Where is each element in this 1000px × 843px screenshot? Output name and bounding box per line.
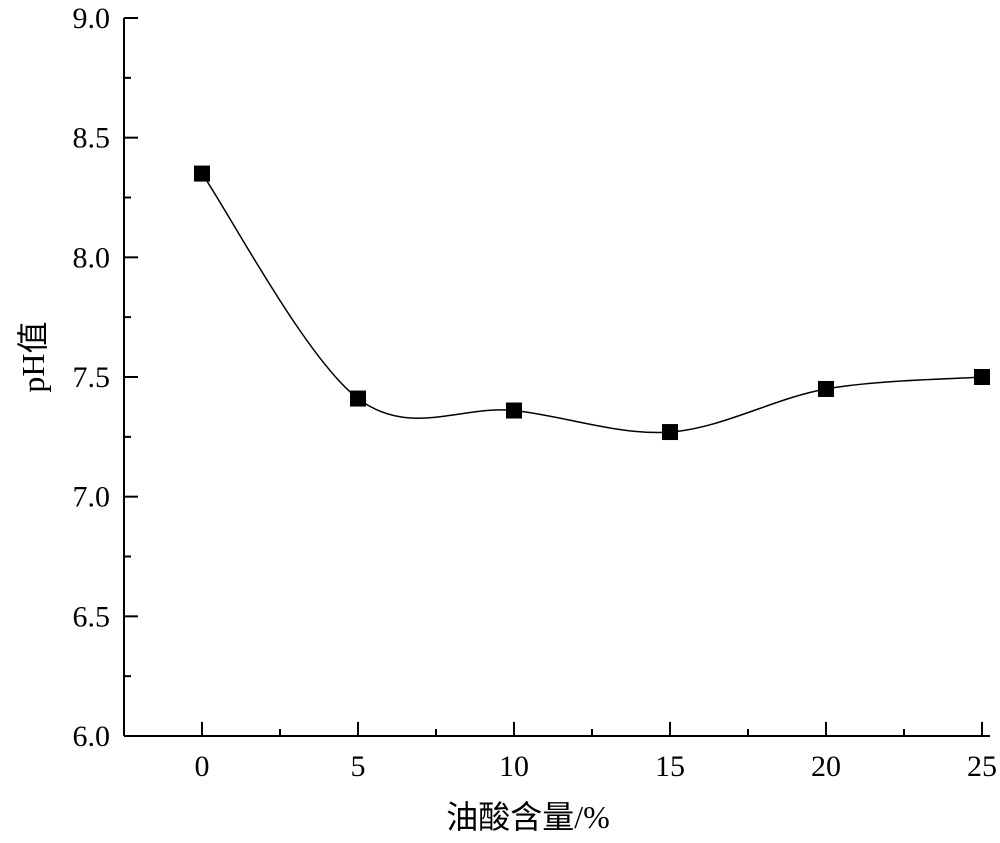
series-line xyxy=(201,173,983,434)
data-point-marker xyxy=(506,402,522,419)
y-ticks: 6.0 6.5 7.0 7.5 8.0 8.5 9.0 xyxy=(73,2,138,753)
y-tick-label: 6.0 xyxy=(73,720,111,753)
x-tick-label: 25 xyxy=(967,750,997,783)
x-tick-label: 10 xyxy=(499,750,529,783)
axes xyxy=(123,18,990,737)
x-tick-label: 20 xyxy=(811,750,841,783)
y-tick-label: 7.5 xyxy=(73,361,111,394)
data-point-marker xyxy=(662,424,678,441)
data-point-marker xyxy=(194,165,210,182)
x-tick-label: 15 xyxy=(655,750,685,783)
x-tick-label: 5 xyxy=(351,750,366,783)
y-axis-label: pH值 xyxy=(15,321,51,392)
data-point-marker xyxy=(350,390,366,407)
data-point-marker xyxy=(818,380,834,397)
x-tick-label: 0 xyxy=(195,750,210,783)
x-ticks: 0 5 10 15 20 25 xyxy=(195,722,997,783)
y-tick-label: 9.0 xyxy=(73,2,111,35)
data-point-marker xyxy=(974,369,990,385)
series xyxy=(194,165,990,441)
y-tick-label: 8.5 xyxy=(73,122,111,155)
y-tick-label: 6.5 xyxy=(73,600,111,633)
y-tick-label: 7.0 xyxy=(73,481,111,514)
x-axis-label: 油酸含量/% xyxy=(446,799,610,835)
y-tick-label: 8.0 xyxy=(73,241,111,274)
